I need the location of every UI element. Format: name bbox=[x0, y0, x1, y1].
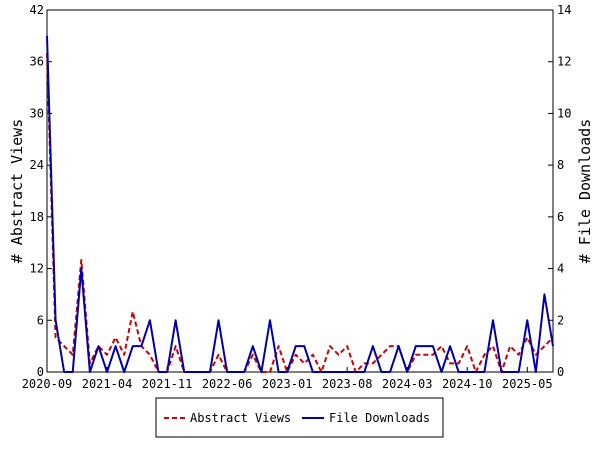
right-tick-label: 12 bbox=[557, 55, 571, 69]
legend-label-abstract-views: Abstract Views bbox=[190, 411, 291, 425]
left-tick-label: 0 bbox=[37, 365, 44, 379]
legend-label-file-downloads: File Downloads bbox=[329, 411, 430, 425]
left-tick-label: 42 bbox=[30, 3, 44, 17]
series-layer bbox=[46, 35, 554, 373]
left-tick-label: 12 bbox=[30, 262, 44, 276]
x-axis-ticks: 2020-09 2021-04 2021-11 2022-06 2023-01 2023-… bbox=[22, 367, 553, 391]
right-tick-label: 4 bbox=[557, 262, 564, 276]
plot-area bbox=[46, 9, 554, 373]
left-tick-label: 24 bbox=[30, 158, 44, 172]
legend-box bbox=[155, 397, 444, 438]
right-axis-title: # File Downloads bbox=[576, 119, 594, 264]
left-tick-label: 18 bbox=[30, 210, 44, 224]
right-tick-label: 8 bbox=[557, 158, 564, 172]
left-axis-ticks: 0 6 12 18 24 30 36 42 bbox=[30, 3, 52, 379]
left-axis-title: # Abstract Views bbox=[8, 119, 26, 264]
x-tick-label: 2024-10 bbox=[442, 377, 493, 391]
x-tick-label: 2021-11 bbox=[142, 377, 193, 391]
x-tick-label: 2021-04 bbox=[82, 377, 133, 391]
right-tick-label: 10 bbox=[557, 106, 571, 120]
right-tick-label: 2 bbox=[557, 313, 564, 327]
x-tick-label: 2022-06 bbox=[202, 377, 253, 391]
right-axis-ticks: 0 2 4 6 8 10 12 14 bbox=[548, 3, 571, 379]
x-tick-label: 2020-09 bbox=[22, 377, 73, 391]
x-tick-label: 2023-08 bbox=[322, 377, 373, 391]
series-line-abstract-views bbox=[46, 53, 554, 373]
series-line-file-downloads bbox=[46, 35, 554, 373]
right-tick-label: 14 bbox=[557, 3, 571, 17]
right-tick-label: 0 bbox=[557, 365, 564, 379]
right-tick-label: 6 bbox=[557, 210, 564, 224]
legend: Abstract Views File Downloads bbox=[155, 397, 444, 438]
left-tick-label: 6 bbox=[37, 313, 44, 327]
x-tick-label: 2025-05 bbox=[502, 377, 553, 391]
left-tick-label: 30 bbox=[30, 106, 44, 120]
x-tick-label: 2023-01 bbox=[262, 377, 313, 391]
left-tick-label: 36 bbox=[30, 55, 44, 69]
x-tick-label: 2024-03 bbox=[382, 377, 433, 391]
